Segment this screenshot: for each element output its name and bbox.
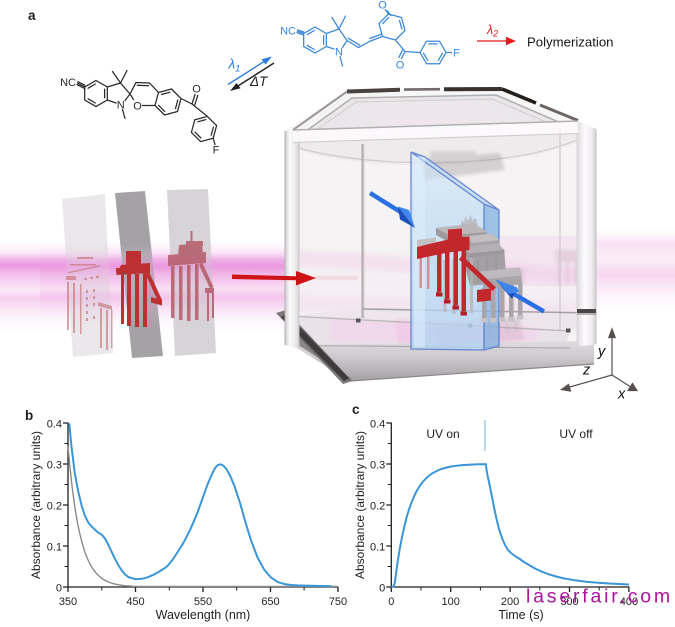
svg-text:Time (s): Time (s) (498, 608, 543, 622)
svg-text:x: x (617, 387, 626, 403)
svg-text:laserfair.com: laserfair.com (526, 586, 673, 608)
svg-text:O: O (396, 60, 405, 72)
svg-text:0.1: 0.1 (370, 542, 385, 554)
svg-text:F: F (453, 48, 460, 60)
svg-text:0.4: 0.4 (47, 419, 62, 431)
svg-text:650: 650 (261, 596, 279, 608)
svg-text:NC: NC (60, 77, 76, 89)
svg-text:N: N (335, 47, 343, 59)
svg-text:N: N (117, 100, 125, 112)
svg-text:400: 400 (620, 596, 638, 608)
svg-text:b: b (25, 408, 33, 423)
svg-text:0: 0 (56, 583, 62, 595)
svg-text:200: 200 (501, 596, 519, 608)
svg-text:O: O (192, 84, 201, 96)
svg-text:y: y (597, 344, 606, 360)
svg-text:UV off: UV off (559, 427, 593, 441)
svg-text:O: O (133, 101, 142, 113)
svg-text:550: 550 (194, 596, 212, 608)
svg-text:c: c (352, 402, 360, 417)
svg-text:Absorbance (arbitrary units): Absorbance (arbitrary units) (29, 431, 43, 579)
svg-text:0: 0 (379, 583, 385, 595)
svg-text:Absorbance (arbitrary units): Absorbance (arbitrary units) (353, 431, 367, 579)
svg-text:λ2: λ2 (486, 23, 498, 39)
svg-text:750: 750 (329, 596, 347, 608)
svg-text:0.2: 0.2 (47, 501, 62, 513)
svg-text:300: 300 (560, 596, 578, 608)
svg-text:O: O (378, 0, 387, 12)
svg-text:UV on: UV on (426, 427, 459, 441)
svg-text:F: F (213, 145, 220, 157)
svg-text:450: 450 (126, 596, 144, 608)
svg-text:350: 350 (59, 596, 77, 608)
svg-text:0.3: 0.3 (370, 460, 385, 472)
svg-text:z: z (582, 363, 591, 379)
svg-text:100: 100 (442, 596, 460, 608)
svg-text:NC: NC (280, 26, 296, 38)
svg-text:0.1: 0.1 (47, 542, 62, 554)
svg-text:Wavelength (nm): Wavelength (nm) (156, 608, 251, 622)
svg-text:0.4: 0.4 (370, 419, 385, 431)
svg-text:λ1: λ1 (228, 57, 241, 75)
svg-text:0: 0 (388, 596, 394, 608)
svg-text:a: a (28, 8, 36, 23)
svg-text:0.3: 0.3 (47, 460, 62, 472)
svg-text:0.2: 0.2 (370, 501, 385, 513)
svg-text:Polymerization: Polymerization (527, 35, 614, 50)
svg-text:ΔT: ΔT (249, 74, 269, 89)
